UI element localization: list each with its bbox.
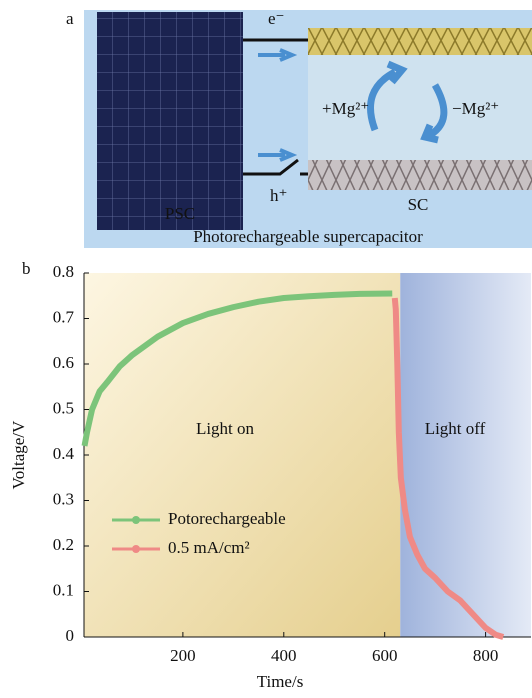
x-axis-title: Time/s xyxy=(257,672,304,691)
y-tick-label: 0.2 xyxy=(53,535,74,554)
y-axis-title: Voltage/V xyxy=(9,420,28,489)
y-tick-label: 0 xyxy=(66,626,75,645)
legend-marker xyxy=(132,516,140,524)
light-on-region xyxy=(84,273,400,637)
x-tick-label: 600 xyxy=(372,646,398,665)
panel-b: b 0 0.1 0.2 0.3 0.4 0.5 0.6 0.7 0.8 200 400 600 800 Ti… xyxy=(9,259,531,691)
y-tick-label: 0.5 xyxy=(53,398,74,417)
hole-label: h⁺ xyxy=(270,186,287,205)
y-tick-label: 0.7 xyxy=(53,307,75,326)
figure: a e⁻ h⁺ +Mg²⁺ −Mg²⁺ PSC SC Photorecharge… xyxy=(0,0,532,693)
annotation: Light off xyxy=(425,419,486,438)
y-tick-label: 0.1 xyxy=(53,580,74,599)
panel-a: a e⁻ h⁺ +Mg²⁺ −Mg²⁺ PSC SC Photorecharge… xyxy=(66,9,532,248)
legend-label: 0.5 mA/cm² xyxy=(168,538,250,557)
y-tick-label: 0.3 xyxy=(53,489,74,508)
legend-marker xyxy=(132,545,140,553)
solar-cell xyxy=(97,12,243,230)
caption: Photorechargeable supercapacitor xyxy=(193,227,423,246)
x-tick-label: 400 xyxy=(271,646,297,665)
ion-label: −Mg²⁺ xyxy=(452,99,499,118)
top-electrode xyxy=(308,28,532,55)
annotation: Light on xyxy=(196,419,255,438)
bottom-electrode xyxy=(308,160,532,190)
y-tick-label: 0.6 xyxy=(53,353,74,372)
electron-label: e⁻ xyxy=(268,9,285,28)
ion-label: +Mg²⁺ xyxy=(322,99,369,118)
y-tick-label: 0.8 xyxy=(53,262,74,281)
light-off-region xyxy=(400,273,531,637)
x-tick-label: 800 xyxy=(473,646,499,665)
y-tick-label: 0.4 xyxy=(53,444,75,463)
psc-label: PSC xyxy=(165,204,195,223)
panel-label: b xyxy=(22,259,31,278)
panel-label: a xyxy=(66,9,74,28)
legend-label: Potorechargeable xyxy=(168,509,286,528)
x-tick-label: 200 xyxy=(170,646,196,665)
sc-label: SC xyxy=(408,195,429,214)
